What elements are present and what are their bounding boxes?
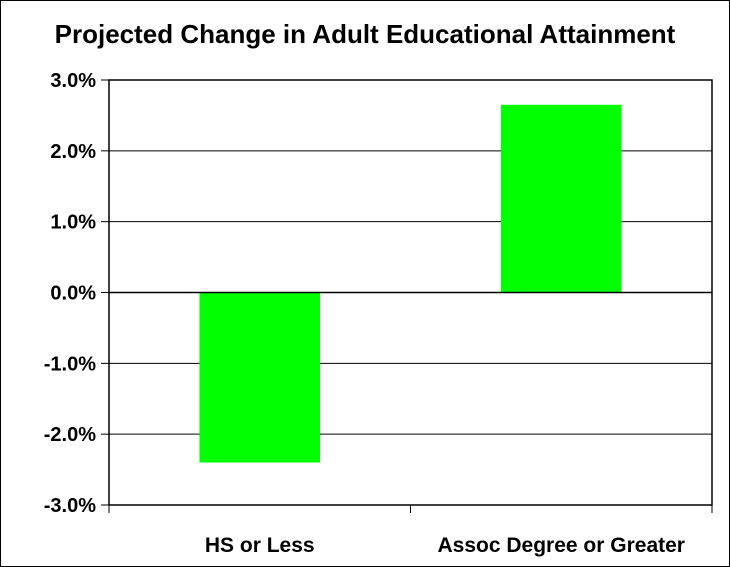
x-category-label: Assoc Degree or Greater <box>438 534 685 557</box>
bars <box>199 104 622 463</box>
x-category-label: HS or Less <box>205 534 315 557</box>
y-tick-label: -1.0% <box>44 353 96 375</box>
y-tick-label: -2.0% <box>44 424 96 446</box>
y-tick-label: 0.0% <box>50 283 96 305</box>
x-category-labels: HS or Less Assoc Degree or Greater <box>205 534 685 557</box>
bar <box>199 292 321 463</box>
bar <box>500 104 622 293</box>
chart-title: Projected Change in Adult Educational At… <box>54 19 676 49</box>
y-tick-label: 2.0% <box>50 141 96 163</box>
y-tick-label: -3.0% <box>44 495 96 517</box>
y-tick-labels: -3.0% -2.0% -1.0% 0.0% 1.0% 2.0% 3.0% <box>44 70 96 517</box>
y-tick-label: 1.0% <box>50 212 96 234</box>
axes <box>101 79 713 513</box>
y-tick-label: 3.0% <box>50 70 96 92</box>
